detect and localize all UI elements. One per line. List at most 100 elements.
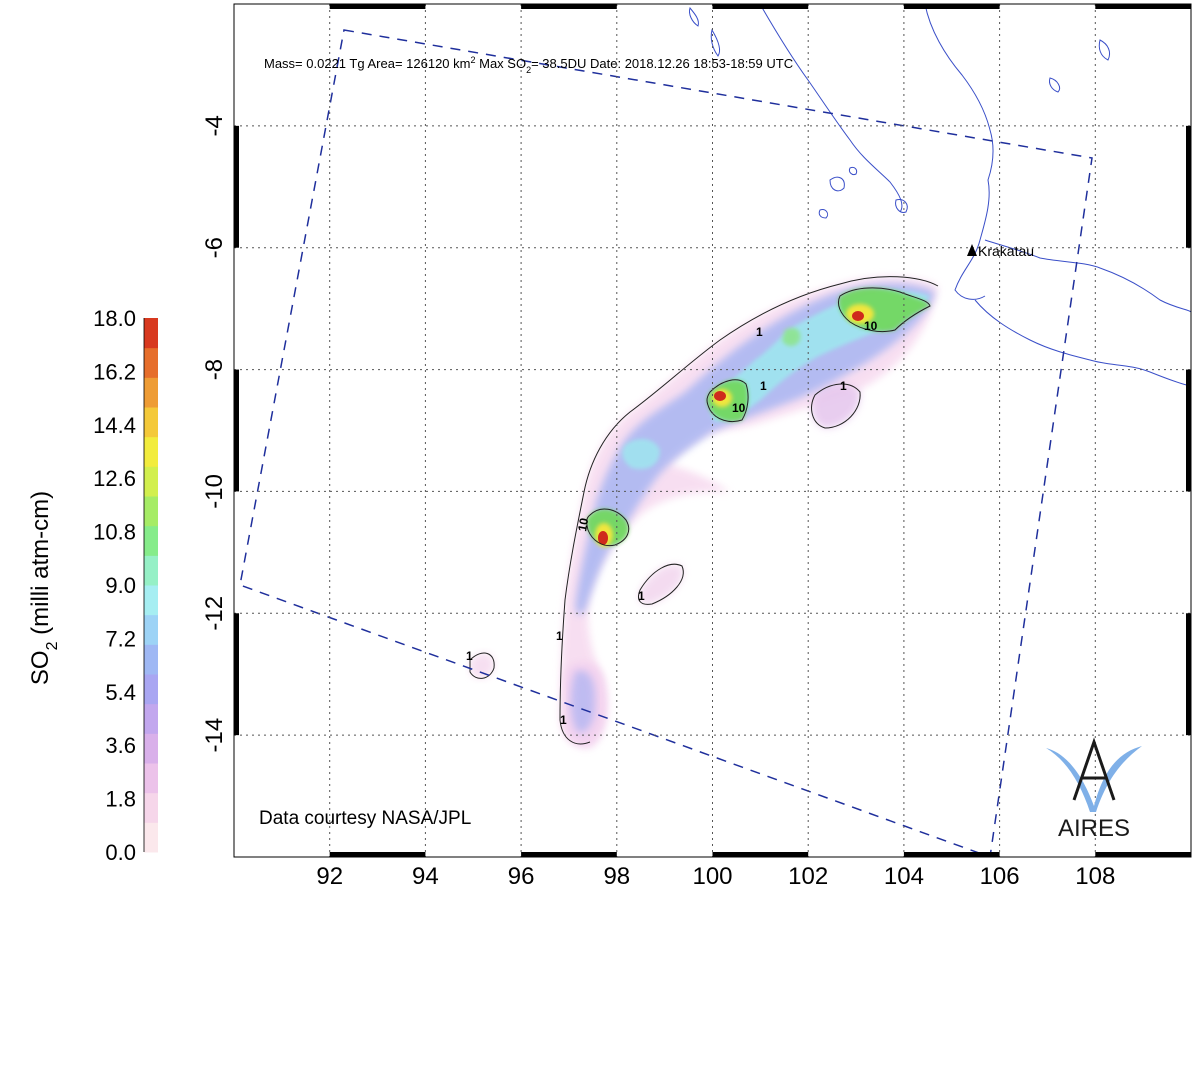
colorbar-swatch [144, 466, 158, 497]
colorbar-swatch [144, 377, 158, 408]
contour-label-10: 10 [864, 319, 878, 333]
frame-bar-left [234, 369, 239, 492]
y-tick-label: -12 [201, 596, 228, 631]
plume-low-patch-island [638, 564, 684, 605]
colorbar-tick-label: 0.0 [105, 840, 136, 865]
colorbar-swatch [144, 525, 158, 556]
swath-boundary [239, 29, 1093, 857]
frame-bar-top [712, 4, 809, 9]
colorbar-swatch [144, 347, 158, 378]
colorbar-swatch [144, 674, 158, 705]
java-coast [984, 239, 1191, 313]
colorbar-swatch [144, 555, 158, 586]
colorbar-tick-label: 12.6 [93, 466, 136, 491]
frame-bar-right [1186, 369, 1191, 492]
x-tick-label: 92 [316, 863, 343, 890]
sumatra-coast-east [924, 4, 994, 300]
x-tick-label: 96 [508, 863, 535, 890]
frame-bar-left [234, 613, 239, 736]
map-frame-ticks [234, 4, 1191, 857]
colorbar-tick-label: 1.8 [105, 787, 136, 812]
plume-mid-layer [575, 283, 935, 615]
colorbar-swatch [144, 733, 158, 764]
aires-wing-icon [1046, 746, 1142, 812]
colorbar-swatch [144, 763, 158, 794]
colorbar-tick-label: 7.2 [105, 626, 136, 651]
frame-bar-top [521, 4, 617, 9]
x-tick-label: 102 [788, 863, 828, 890]
plume-low-patch-east [811, 384, 861, 428]
y-axis-labels: -4 -6 -8 -10 -12 -14 [201, 115, 228, 752]
island-8 [818, 209, 829, 219]
plume-green-small [782, 328, 801, 346]
frame-bar-right [1186, 125, 1191, 248]
contour-10-center [706, 379, 749, 423]
island-1 [829, 176, 845, 192]
volcano-marker: Krakatau [967, 243, 1034, 259]
frame-bar-bottom [712, 852, 809, 857]
x-tick-label: 98 [603, 863, 630, 890]
contour-1-island [638, 563, 684, 605]
contour-label-1: 1 [638, 589, 645, 603]
colorbar-swatch [144, 644, 158, 675]
colorbar-swatch [144, 318, 158, 349]
aires-logo-text: AIRES [1058, 815, 1130, 842]
y-tick-label: -4 [201, 115, 228, 136]
island-7 [1049, 77, 1061, 93]
island-6 [849, 167, 858, 175]
colorbar-tick-label: 14.4 [93, 413, 136, 438]
aires-logo: AIRES [1046, 737, 1142, 842]
colorbar-tick-label: 16.2 [93, 359, 136, 384]
x-axis-labels: 92 94 96 98 100 102 104 106 108 [316, 863, 1115, 890]
y-tick-label: -10 [201, 474, 228, 509]
coastline [689, 4, 1191, 387]
contour-label-1: 1 [760, 379, 767, 393]
java-coast-south [974, 299, 1191, 387]
frame-bar-bottom [329, 852, 426, 857]
data-credit: Data courtesy NASA/JPL [259, 808, 471, 829]
island-3 [689, 6, 699, 27]
contour-label-1: 1 [466, 649, 473, 663]
x-tick-label: 100 [692, 863, 732, 890]
aires-a-icon [1072, 737, 1116, 801]
x-tick-label: 108 [1075, 863, 1115, 890]
colorbar-tick-label: 18.0 [93, 306, 136, 331]
x-tick-label: 94 [412, 863, 439, 890]
sumatra-coast-west [759, 4, 903, 213]
colorbar-swatch [144, 614, 158, 645]
x-tick-label: 104 [884, 863, 924, 890]
so2-contours [469, 276, 939, 745]
frame-bar-bottom [1095, 852, 1191, 857]
y-tick-label: -8 [201, 359, 228, 380]
plume-low-patch-sw [470, 653, 495, 679]
volcano-triangle-icon [967, 244, 977, 256]
contour-10-south [586, 508, 630, 547]
colorbar-tick-label: 5.4 [105, 680, 136, 705]
colorbar-swatch [144, 496, 158, 527]
contour-label-1: 1 [556, 629, 563, 643]
island-4 [710, 28, 721, 57]
colorbar-swatch [144, 436, 158, 467]
colorbar-title: SO2 (milli atm-cm) [27, 491, 61, 685]
y-tick-label: -6 [201, 237, 228, 258]
frame-bar-top [329, 4, 426, 9]
frame-bar-right [1186, 613, 1191, 736]
frame-bar-top [1095, 4, 1191, 9]
contour-labels: 1 1 1 1 1 1 1 10 10 10 [466, 319, 878, 727]
y-tick-label: -14 [201, 718, 228, 753]
contour-label-1: 1 [756, 325, 763, 339]
frame-bar-bottom [521, 852, 617, 857]
map-gridlines [234, 4, 1191, 857]
colorbar-swatch [144, 792, 158, 823]
contour-label-10: 10 [575, 517, 591, 533]
plume-red-south [598, 531, 608, 545]
contour-label-1: 1 [560, 713, 567, 727]
contour-1-sw [469, 652, 495, 679]
plume-red-east [852, 311, 864, 321]
contour-label-1: 1 [840, 379, 847, 393]
contour-1-main [559, 276, 939, 745]
colorbar: 0.0 1.8 3.6 5.4 7.2 9.0 10.8 12.6 14.4 16.2 18.0 S… [27, 306, 158, 865]
island-2 [895, 199, 908, 213]
plume-mid-patch-south [570, 670, 596, 733]
